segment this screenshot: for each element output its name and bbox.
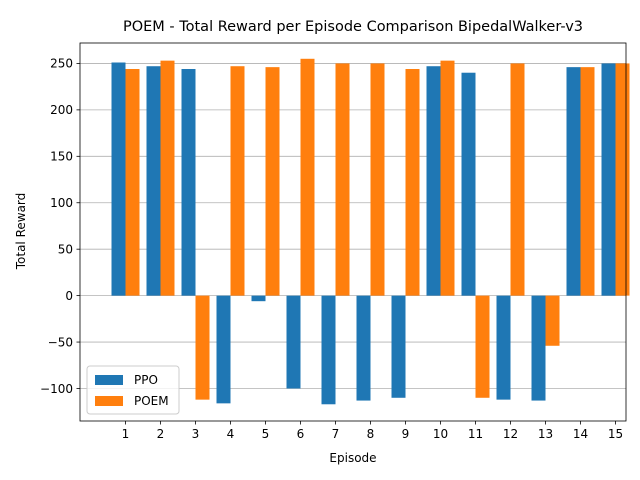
legend-swatch-ppo bbox=[95, 375, 123, 385]
bar-ppo-10 bbox=[426, 66, 441, 296]
chart-title: POEM - Total Reward per Episode Comparis… bbox=[123, 19, 583, 35]
bar-ppo-15 bbox=[601, 63, 616, 296]
bar-poem-4 bbox=[230, 66, 245, 296]
y-tick-label-2: 0 bbox=[65, 289, 73, 303]
plot-frame bbox=[79, 42, 627, 422]
legend-label-poem: POEM bbox=[134, 394, 169, 408]
x-tick-label-4: 4 bbox=[227, 427, 235, 441]
bar-poem-13 bbox=[545, 295, 560, 346]
bar-ppo-9 bbox=[391, 295, 406, 398]
legend-label-ppo: PPO bbox=[134, 373, 158, 387]
bar-ppo-5 bbox=[251, 295, 266, 302]
bar-ppo-2 bbox=[146, 66, 161, 296]
bar-ppo-11 bbox=[461, 72, 476, 296]
bar-poem-9 bbox=[405, 69, 420, 296]
bar-poem-14 bbox=[580, 67, 595, 296]
bar-ppo-1 bbox=[111, 62, 126, 296]
y-axis-label: Total Reward bbox=[14, 193, 28, 271]
x-tick-label-15: 15 bbox=[608, 427, 623, 441]
bar-ppo-12 bbox=[496, 295, 511, 400]
legend: PPO POEM bbox=[86, 365, 180, 415]
y-tick-label-7: 250 bbox=[50, 57, 73, 71]
bar-poem-2 bbox=[160, 60, 175, 296]
y-tick-label-5: 150 bbox=[50, 150, 73, 164]
x-tick-label-1: 1 bbox=[122, 427, 130, 441]
x-tick-label-9: 9 bbox=[402, 427, 410, 441]
bar-ppo-6 bbox=[286, 295, 301, 389]
bar-poem-11 bbox=[475, 295, 490, 398]
x-axis-label: Episode bbox=[329, 451, 376, 465]
x-tick-label-12: 12 bbox=[503, 427, 518, 441]
bar-poem-1 bbox=[125, 69, 140, 296]
bar-ppo-14 bbox=[566, 67, 581, 296]
y-tick-label-0: −100 bbox=[40, 382, 73, 396]
x-tick-label-3: 3 bbox=[192, 427, 200, 441]
bar-ppo-3 bbox=[181, 69, 196, 296]
bar-poem-5 bbox=[265, 67, 280, 296]
y-tick-label-4: 100 bbox=[50, 196, 73, 210]
bar-poem-7 bbox=[335, 63, 350, 296]
x-tick-label-10: 10 bbox=[433, 427, 448, 441]
bar-poem-15 bbox=[615, 63, 630, 296]
bar-ppo-8 bbox=[356, 295, 371, 401]
bar-ppo-7 bbox=[321, 295, 336, 405]
x-tick-label-11: 11 bbox=[468, 427, 483, 441]
bar-poem-8 bbox=[370, 63, 385, 296]
legend-swatch-poem bbox=[95, 396, 123, 406]
bar-poem-10 bbox=[440, 60, 455, 296]
y-tick-label-6: 200 bbox=[50, 103, 73, 117]
x-tick-label-8: 8 bbox=[367, 427, 375, 441]
bar-poem-12 bbox=[510, 63, 525, 296]
x-tick-label-6: 6 bbox=[297, 427, 305, 441]
bar-ppo-13 bbox=[531, 295, 546, 401]
y-tick-label-3: 50 bbox=[58, 242, 73, 256]
bar-poem-3 bbox=[195, 295, 210, 400]
x-tick-label-7: 7 bbox=[332, 427, 340, 441]
y-tick-label-1: −50 bbox=[48, 335, 73, 349]
bar-poem-6 bbox=[300, 58, 315, 296]
bars bbox=[111, 58, 630, 405]
x-tick-label-13: 13 bbox=[538, 427, 553, 441]
bar-ppo-4 bbox=[216, 295, 231, 404]
x-tick-label-5: 5 bbox=[262, 427, 270, 441]
x-tick-label-14: 14 bbox=[573, 427, 588, 441]
x-tick-label-2: 2 bbox=[157, 427, 165, 441]
